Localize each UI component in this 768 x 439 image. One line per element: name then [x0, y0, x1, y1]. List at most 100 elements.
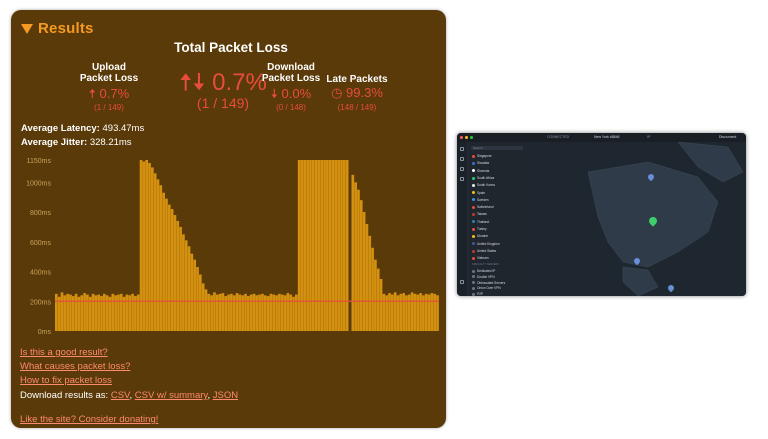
- chart-bar: [272, 294, 276, 331]
- specialty-icon: [472, 275, 475, 279]
- search-input[interactable]: Search: [471, 146, 523, 150]
- country-item[interactable]: Slovakia: [472, 161, 489, 165]
- chart-bar: [148, 162, 151, 331]
- chart-bar: [224, 296, 228, 331]
- country-item[interactable]: Spain: [472, 191, 485, 195]
- country-item[interactable]: South Africa: [472, 176, 494, 180]
- donate-link[interactable]: Like the site? Consider donating!: [20, 414, 159, 425]
- chart-bar: [167, 204, 171, 331]
- chart-bar: [252, 293, 256, 331]
- country-item[interactable]: Vietnam: [472, 256, 489, 260]
- specialty-item[interactable]: P2P: [472, 292, 483, 296]
- results-header[interactable]: Results: [21, 20, 94, 37]
- chart-bar: [343, 160, 346, 331]
- chart-bar: [74, 293, 78, 331]
- fix-link[interactable]: How to fix packet loss: [20, 375, 112, 386]
- country-item[interactable]: Taiwan: [472, 212, 487, 216]
- country-item[interactable]: Sweden: [472, 198, 489, 202]
- country-label: South Africa: [477, 175, 495, 180]
- specialty-label: Onion Over VPN: [477, 286, 501, 291]
- chart-bar: [306, 160, 309, 331]
- connection-status: CONNECTED: [547, 135, 570, 139]
- country-item[interactable]: Slovenia: [472, 169, 489, 173]
- country-item[interactable]: South Korea: [472, 183, 495, 187]
- chart-bar: [317, 160, 321, 331]
- chart-bar: [215, 294, 219, 331]
- download-value: 🠇 0.0%: [257, 85, 325, 107]
- country-label: Turkey: [477, 227, 487, 231]
- chart-bar: [419, 293, 422, 331]
- server-list: Search Singapore Slovakia Slovenia South Af…: [468, 142, 528, 296]
- specialty-item[interactable]: Double VPN: [472, 275, 495, 279]
- country-item[interactable]: Turkey: [472, 227, 487, 231]
- chart-bar: [131, 293, 134, 331]
- country-item[interactable]: Switzerland: [472, 205, 493, 209]
- csv-link[interactable]: CSV: [110, 390, 130, 401]
- country-item[interactable]: Ukraine: [472, 234, 488, 238]
- y-tick-label: 800ms: [30, 210, 52, 217]
- country-item[interactable]: Thailand: [472, 220, 489, 224]
- country-label: Vietnam: [477, 256, 489, 261]
- country-label: Taiwan: [477, 212, 487, 217]
- vpn-app-window: CONNECTED New York #8846 IP Disconnect S…: [457, 133, 746, 296]
- gear-icon[interactable]: [460, 280, 464, 284]
- chart-bar: [379, 278, 383, 331]
- minimize-dot-icon[interactable]: [465, 136, 468, 139]
- chart-bar: [173, 215, 177, 331]
- chart-bar: [311, 160, 315, 331]
- chart-bar: [119, 293, 123, 331]
- chart-bar: [258, 294, 261, 331]
- upload-label: Upload Packet Loss: [69, 62, 149, 84]
- specialty-item[interactable]: Obfuscated Servers: [472, 281, 505, 285]
- good-result-link[interactable]: Is this a good result?: [20, 347, 108, 358]
- total-percent: 0.7%: [212, 69, 267, 96]
- chart-bar: [165, 198, 168, 331]
- specialty-item[interactable]: Dedicated IP: [472, 269, 495, 273]
- world-map[interactable]: [528, 141, 746, 296]
- chart-bar: [278, 293, 281, 331]
- mesh-icon[interactable]: [460, 167, 464, 171]
- country-item[interactable]: Singapore: [472, 154, 492, 158]
- chart-bar: [334, 160, 338, 331]
- lock-icon[interactable]: [460, 177, 464, 181]
- chart-bar: [204, 289, 208, 331]
- collapse-triangle-icon[interactable]: [21, 23, 33, 34]
- chart-bar: [201, 283, 205, 331]
- country-label: Ukraine: [477, 234, 488, 239]
- csv-summary-link[interactable]: CSV w/ summary: [134, 390, 208, 401]
- specialty-section-label: SPECIALTY SERVERS: [472, 263, 500, 266]
- flag-icon: [472, 234, 475, 238]
- y-tick-label: 600ms: [30, 240, 52, 247]
- chart-bar: [337, 160, 341, 331]
- disconnect-button[interactable]: Disconnect: [719, 135, 737, 139]
- country-item[interactable]: United Kingdom: [472, 242, 500, 246]
- country-label: United States: [477, 248, 497, 253]
- chart-bar: [88, 296, 92, 331]
- chart-bar: [244, 293, 247, 331]
- chart-bar: [320, 160, 324, 331]
- chart-bar: [326, 160, 329, 331]
- specialty-item[interactable]: Onion Over VPN: [472, 286, 501, 290]
- central-america-shape: [622, 266, 659, 296]
- chart-bar: [365, 223, 369, 331]
- y-tick-label: 1150ms: [27, 158, 52, 165]
- up-arrow-icon: 🠅: [179, 69, 193, 96]
- causes-link[interactable]: What causes packet loss?: [20, 361, 131, 372]
- chart-bar: [60, 292, 64, 331]
- close-dot-icon[interactable]: [460, 136, 463, 139]
- chart-bar: [362, 212, 366, 331]
- globe-icon[interactable]: [460, 147, 464, 151]
- chart-bar: [71, 296, 75, 331]
- json-link[interactable]: JSON: [212, 390, 239, 401]
- country-label: Slovenia: [477, 168, 490, 173]
- chart-bar: [97, 294, 101, 331]
- chart-bar: [413, 293, 417, 331]
- download-prefix: Download results as:: [20, 390, 111, 401]
- maximize-dot-icon[interactable]: [470, 136, 473, 139]
- chart-bar: [199, 274, 202, 331]
- specialty-icon: [472, 269, 475, 273]
- flag-icon: [472, 154, 475, 158]
- country-item[interactable]: United States: [472, 249, 496, 253]
- chart-bar: [230, 293, 233, 331]
- shield-icon[interactable]: [460, 157, 464, 161]
